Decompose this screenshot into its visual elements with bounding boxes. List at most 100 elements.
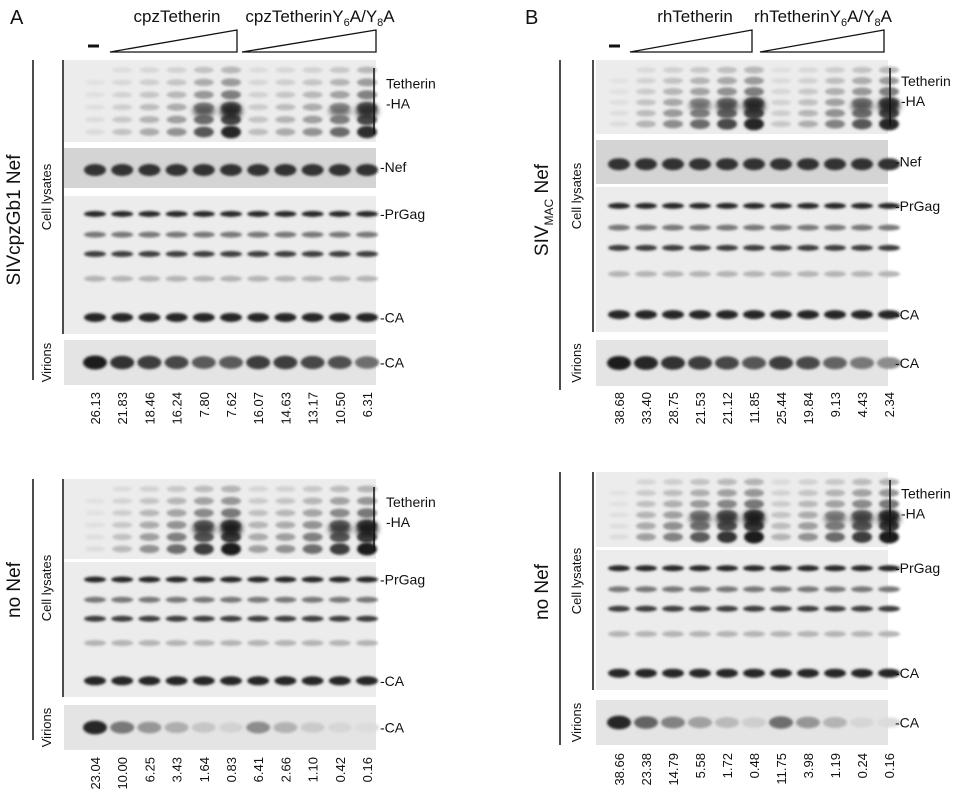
band — [744, 478, 764, 486]
band — [852, 531, 872, 543]
condition-label: SIVMAC Nef — [532, 163, 556, 256]
band — [220, 520, 242, 537]
band — [635, 224, 657, 231]
concentration-ramp-2 — [241, 29, 377, 53]
band — [662, 605, 684, 612]
ha-label: -HA — [386, 514, 411, 530]
band — [663, 479, 683, 485]
band — [356, 231, 378, 238]
band — [852, 87, 872, 96]
band — [662, 631, 684, 637]
band — [111, 250, 134, 257]
band — [662, 202, 684, 209]
band — [851, 605, 873, 612]
band — [138, 640, 161, 646]
band — [771, 78, 791, 84]
band — [247, 164, 270, 176]
band — [247, 231, 270, 238]
band — [717, 478, 737, 486]
band — [635, 244, 657, 251]
band — [301, 596, 324, 603]
band — [357, 542, 377, 556]
band — [851, 586, 873, 593]
band — [851, 202, 873, 209]
quantification-value: 0.42 — [333, 757, 348, 782]
band — [689, 565, 711, 572]
band — [878, 631, 900, 637]
quantification-value: 10.00 — [115, 757, 130, 790]
band — [825, 489, 845, 497]
band — [688, 716, 712, 729]
band — [247, 676, 270, 686]
band — [743, 244, 765, 251]
quantification-value: 4.43 — [855, 392, 870, 417]
virions-label: Virions — [569, 343, 584, 383]
band — [663, 77, 683, 85]
quantification-value: 0.16 — [360, 757, 375, 782]
band — [798, 479, 818, 485]
band — [356, 676, 378, 686]
mutation-a: A — [383, 7, 395, 26]
band — [221, 485, 241, 493]
band — [139, 67, 160, 73]
band — [852, 77, 872, 85]
quantification-value: 6.31 — [360, 392, 375, 417]
band — [220, 250, 242, 257]
condition-main: SIVcpzGb1 Nef — [4, 154, 25, 286]
band — [688, 356, 712, 370]
band — [852, 489, 872, 497]
band — [770, 158, 792, 171]
band — [797, 202, 819, 209]
blot-strip-bg — [64, 148, 376, 188]
ca-lysate-label: -CA — [380, 309, 405, 325]
band — [275, 103, 296, 111]
band — [111, 676, 134, 686]
band — [744, 499, 764, 509]
band — [191, 722, 216, 733]
band — [219, 722, 243, 733]
quantification-value: 25.44 — [774, 392, 789, 425]
tetherin-label: Tetherin — [901, 485, 951, 501]
ca-virion-label: -CA — [895, 715, 920, 731]
band — [798, 489, 818, 497]
band — [138, 231, 161, 238]
band — [798, 511, 818, 519]
band — [301, 576, 324, 583]
band — [139, 486, 160, 492]
band — [220, 676, 242, 686]
band — [357, 125, 377, 139]
concentration-ramp-1 — [629, 29, 753, 53]
band — [111, 231, 134, 238]
band — [878, 98, 900, 114]
quantification-value: 0.16 — [882, 753, 897, 778]
band — [852, 66, 872, 74]
band — [689, 100, 711, 111]
band — [634, 356, 658, 370]
band — [139, 497, 160, 505]
band — [715, 356, 739, 370]
band — [301, 640, 324, 646]
band — [716, 605, 738, 612]
band — [328, 210, 351, 217]
band — [112, 79, 133, 86]
band — [797, 586, 819, 593]
band — [608, 202, 630, 209]
band — [689, 271, 711, 277]
band — [275, 128, 296, 136]
band — [744, 76, 764, 85]
band — [356, 250, 378, 257]
band — [798, 532, 818, 542]
band — [247, 576, 270, 583]
band — [85, 534, 105, 540]
band — [797, 271, 819, 277]
band — [797, 631, 819, 637]
tetherin-label: Tetherin — [386, 76, 436, 92]
band — [636, 479, 656, 485]
band — [221, 496, 241, 506]
blot-strip-tetherin: Tetherin -HA — [64, 479, 436, 559]
band — [609, 534, 629, 540]
band — [112, 116, 133, 123]
band — [247, 210, 270, 217]
quantification-value: 23.04 — [88, 757, 103, 790]
